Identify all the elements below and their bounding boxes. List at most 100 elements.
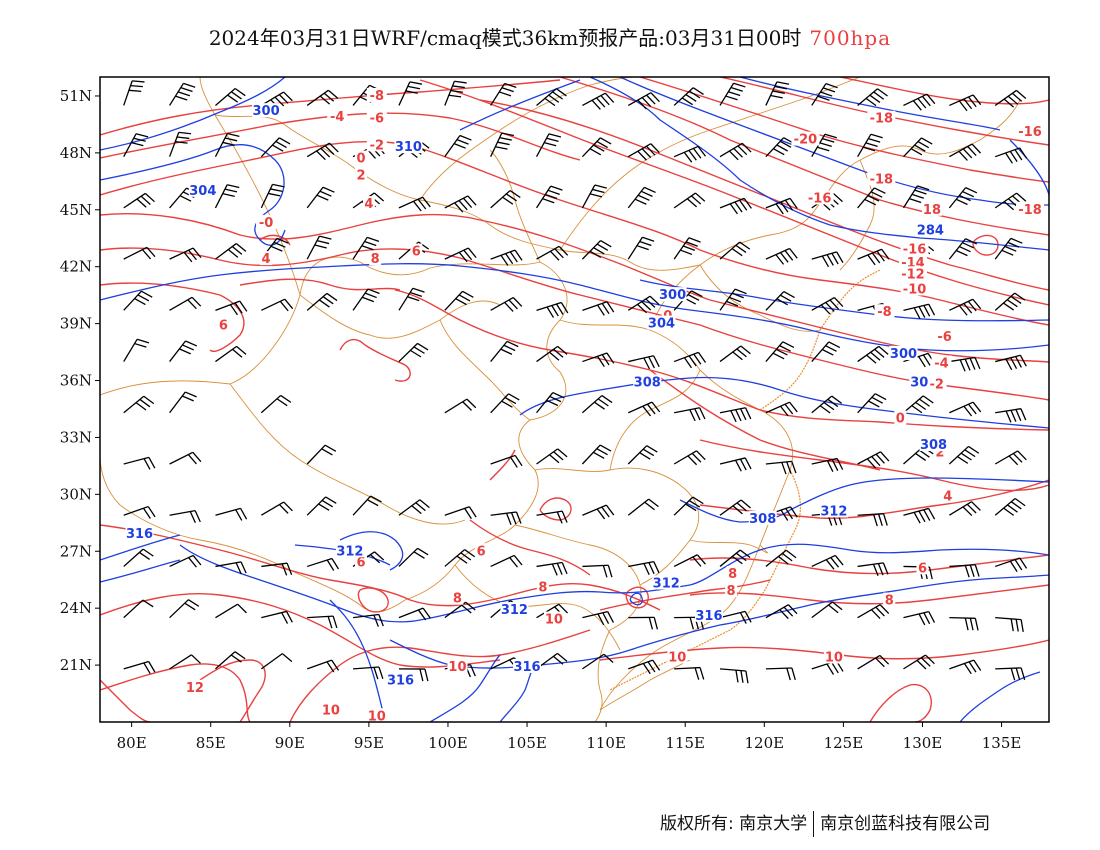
wind-barb-flag <box>1014 149 1023 161</box>
wind-barb-flag <box>642 405 652 417</box>
wind-barb-flag <box>779 252 789 263</box>
wind-barb-flag <box>965 187 978 194</box>
height-label-bg <box>919 437 948 452</box>
height-label: 308 <box>634 375 661 390</box>
wind-barb-flag <box>918 356 926 368</box>
wind-barb-flag <box>183 82 196 88</box>
lat-tick-label: 51N <box>60 87 92 105</box>
wind-barb-flag <box>589 148 602 156</box>
wind-barb-flag <box>974 618 979 631</box>
wind-barb-shaft <box>765 401 790 414</box>
wind-barb-flag <box>331 659 340 671</box>
wind-barb-flag <box>545 193 558 200</box>
wind-barb-flag <box>636 245 649 251</box>
wind-barb-flag <box>234 651 246 660</box>
temperature-label: -4 <box>330 110 344 125</box>
wind-barb-flag <box>874 393 887 401</box>
wind-barb-flag <box>784 403 794 415</box>
wind-barb-flag <box>283 501 293 512</box>
wind-barb-shaft <box>903 654 926 670</box>
wind-barb-flag <box>465 601 476 611</box>
wind-barb-flag <box>596 243 609 251</box>
wind-barb-flag <box>918 510 926 523</box>
wind-barb-flag <box>787 604 798 615</box>
temperature-label: 6 <box>219 319 228 334</box>
wind-barb-flag <box>552 91 563 100</box>
wind-barb-flag <box>1005 152 1013 164</box>
temperature-label-bg <box>410 243 423 258</box>
wind-barb-flag <box>1004 245 1017 252</box>
temperature-label-bg <box>217 317 230 332</box>
wind-barb-flag <box>728 91 741 97</box>
wind-barb-flag <box>276 237 289 244</box>
wind-barb-flag <box>741 142 752 153</box>
wind-barb-flag <box>872 514 878 527</box>
temperature-label-bg <box>366 137 387 152</box>
wind-barb-flag <box>187 299 197 310</box>
temperature-contours <box>100 77 1049 722</box>
wind-barb-flag <box>272 183 285 188</box>
wind-barb-shaft <box>398 607 424 619</box>
lon-tick-label: 85E <box>196 734 226 752</box>
wind-barb-flag <box>231 91 242 100</box>
wind-barb-flag <box>499 137 512 141</box>
wind-barb-flag <box>772 352 785 360</box>
wind-barb-flag <box>458 251 468 263</box>
wind-barb-flag <box>831 252 839 265</box>
wind-barb-shaft <box>169 391 186 414</box>
wind-barb-flag <box>735 552 747 562</box>
wind-barb-flag <box>1015 356 1022 368</box>
wind-barb-flag <box>652 659 661 671</box>
wind-barb-flag <box>964 449 976 458</box>
wind-barb-flag <box>642 448 655 457</box>
wind-barb-shaft <box>536 448 559 465</box>
wind-barb-flag <box>601 303 610 315</box>
wind-barb-flag <box>589 250 602 259</box>
wind-barb-flag <box>175 95 188 101</box>
wind-barb-flag <box>556 88 567 97</box>
wind-barb-flag <box>191 296 202 307</box>
temperature-label-bg <box>883 592 896 607</box>
wind-barb-flag <box>185 340 198 347</box>
temperature-label-bg <box>900 241 929 256</box>
wind-barb-flag <box>374 551 385 561</box>
wind-barb-shaft <box>627 498 650 516</box>
wind-barb-flag <box>234 302 243 314</box>
wind-barb-flag <box>552 391 565 399</box>
wind-barb-flag <box>191 654 201 664</box>
wind-barb-flag <box>964 358 971 371</box>
wind-barb-flag <box>597 398 609 407</box>
wind-barb-flag <box>920 657 931 667</box>
wind-barb-flag <box>972 298 982 310</box>
wind-barb-flag <box>607 611 614 623</box>
wind-barb-flag <box>417 609 427 621</box>
height-label-bg <box>386 672 415 687</box>
wind-barb-flag <box>322 296 334 305</box>
temperature-label-bg <box>366 87 387 102</box>
wind-barb-flag <box>775 254 785 265</box>
wind-barb-flag <box>928 611 936 623</box>
wind-barb-flag <box>784 250 794 261</box>
wind-barb-shaft <box>123 192 146 209</box>
wind-barb-flag <box>783 606 794 617</box>
wind-barb-flag <box>780 201 789 213</box>
wind-barb-flag <box>876 250 885 262</box>
wind-barb-flag <box>600 95 610 106</box>
wind-barb-flag <box>821 348 834 356</box>
wind-barb-flag <box>969 357 976 370</box>
temperature-label-bg <box>1016 201 1045 216</box>
height-label: 300 <box>659 288 686 303</box>
wind-barb-shaft <box>215 345 237 363</box>
wind-barb-shaft <box>306 89 329 106</box>
wind-barb-flag <box>874 348 885 358</box>
temperature-label: 12 <box>186 681 204 696</box>
wind-barb-shaft <box>123 599 144 619</box>
wind-barb-flag <box>958 305 968 316</box>
temperature-label: 0 <box>896 411 905 426</box>
wind-barb-flag <box>318 503 330 511</box>
wind-barb-flag <box>324 145 335 155</box>
wind-barb-flag <box>412 287 425 293</box>
wind-barb-flag <box>136 198 147 208</box>
wind-barb-shaft <box>123 338 138 362</box>
wind-barb-shaft <box>260 184 274 209</box>
